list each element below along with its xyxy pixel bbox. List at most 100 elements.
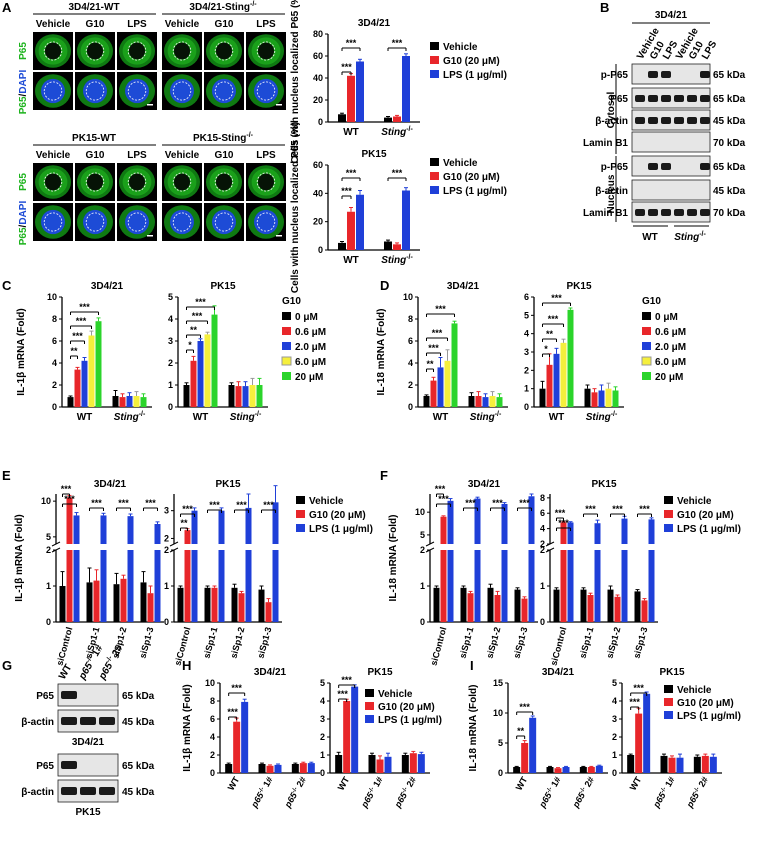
bar [274, 764, 282, 773]
chart-title: PK15 [566, 281, 591, 292]
x-category-label: siSp1-3 [631, 626, 649, 660]
chart-I2: 0 1 2 3 4 5 WT p65-/- 1# p65-/- 2# PK15 *** *** [612, 667, 722, 810]
bar [233, 721, 241, 773]
bar [191, 510, 198, 544]
sig-label: *** [438, 494, 449, 504]
blot-kda-label: 45 kDa [713, 116, 746, 127]
chart-title: 3D4/21 [447, 281, 480, 292]
x-category-label: WT [433, 412, 449, 423]
x-category-label: WT [77, 412, 93, 423]
bar [553, 353, 560, 407]
legend-label: 6.0 μM [655, 357, 686, 368]
nucleus-outline [172, 81, 192, 101]
bar [133, 396, 140, 407]
bar [594, 523, 601, 544]
column-label: Vehicle [165, 150, 200, 161]
axis-break [425, 541, 435, 547]
micro-merge [33, 203, 73, 241]
sig-label: *** [346, 168, 357, 178]
blot-kda-label: 65 kDa [713, 70, 746, 81]
label-sup: -/- [611, 411, 618, 418]
label-sup: -/- [246, 132, 253, 139]
y-tick-label: 1 [540, 581, 545, 591]
bar [539, 388, 546, 407]
x-category-label: siControl [549, 626, 569, 667]
sig-label: ** [546, 329, 554, 339]
micro-merge [246, 72, 286, 110]
blot-band [661, 95, 671, 102]
y-tick-label: 2 [540, 545, 545, 555]
label-sup: -/- [406, 126, 413, 133]
label-base: p65 [97, 661, 116, 683]
chart-F1: 5 10 0 1 2 siControl siSp1-1 siSp1-2 siSp1-3 3D4/… [388, 479, 538, 667]
blot-band [687, 117, 697, 124]
blot-kda-label: 45 kDa [122, 717, 155, 728]
bar [307, 763, 315, 773]
bar [474, 550, 481, 622]
legend-label: 2.0 μM [655, 342, 686, 353]
bar [231, 587, 238, 622]
y-tick-label: 4 [320, 696, 325, 706]
micro-p65 [117, 163, 157, 201]
legend-label: LPS (1 μg/ml) [443, 186, 507, 197]
bar [120, 578, 127, 622]
bar [501, 504, 508, 544]
legend-title: G10 [282, 296, 301, 307]
legend-label: G10 (20 μM) [677, 698, 734, 709]
bar [605, 388, 612, 407]
label-sup: -/- [546, 786, 554, 794]
label-sup: -/- [693, 786, 701, 794]
y-tick-label: 0 [420, 617, 425, 627]
bar [437, 367, 444, 407]
column-label: LPS [127, 150, 147, 161]
x-category-label: WT [549, 412, 565, 423]
bar [347, 75, 355, 122]
blot-row [631, 87, 711, 109]
x-category-label: siSp1-1 [201, 626, 219, 660]
bar [140, 397, 147, 407]
nucleus-dapi [41, 209, 65, 235]
bar [393, 244, 401, 250]
bar [444, 360, 451, 407]
y-tick-label: 0 [168, 402, 173, 412]
blot-band [648, 117, 658, 124]
nucleus-outline [85, 41, 105, 61]
row-label-part: / [18, 93, 29, 96]
sig-label: * [544, 344, 548, 354]
y-tick-label: 1 [612, 750, 617, 760]
blot-kda-label: 45 kDa [122, 787, 155, 798]
bar [594, 550, 601, 622]
blot-row [631, 63, 711, 85]
bar [184, 550, 191, 622]
nucleus-outline [172, 41, 192, 61]
panel-letter-g: G [2, 658, 12, 673]
group-title: 3D4/21-WT [68, 2, 119, 13]
bar [494, 595, 501, 622]
blot-membrane [57, 683, 119, 707]
bar [368, 755, 376, 773]
bar [211, 314, 218, 407]
bar [595, 765, 603, 773]
legend-swatch [365, 702, 374, 710]
bar [343, 701, 351, 773]
legend-label: Vehicle [309, 496, 344, 507]
blot-band [99, 787, 115, 795]
legend-label: 2.0 μM [295, 342, 326, 353]
bar [338, 114, 346, 122]
legend-label: LPS (1 μg/ml) [309, 524, 373, 535]
nucleus-outline [127, 41, 147, 61]
nucleus-outline [256, 81, 276, 101]
blot-band [700, 163, 710, 170]
bar [468, 396, 475, 407]
x-category-label: p65-/- 2# [282, 775, 308, 810]
chart-H1: 0 2 4 6 8 10 WT p65-/- 1# p65-/- 2# 3D4/21 IL-1β m… [182, 667, 320, 810]
legend-label: LPS (1 μg/ml) [677, 711, 741, 722]
row-label-part: DAPI [18, 70, 29, 94]
label-sup: -/- [401, 786, 409, 794]
y-tick-label: 8 [408, 314, 413, 324]
bar [299, 763, 307, 773]
bar [580, 589, 587, 622]
sig-label: *** [341, 186, 352, 196]
sig-label: *** [118, 498, 129, 508]
blot-band [661, 163, 671, 170]
